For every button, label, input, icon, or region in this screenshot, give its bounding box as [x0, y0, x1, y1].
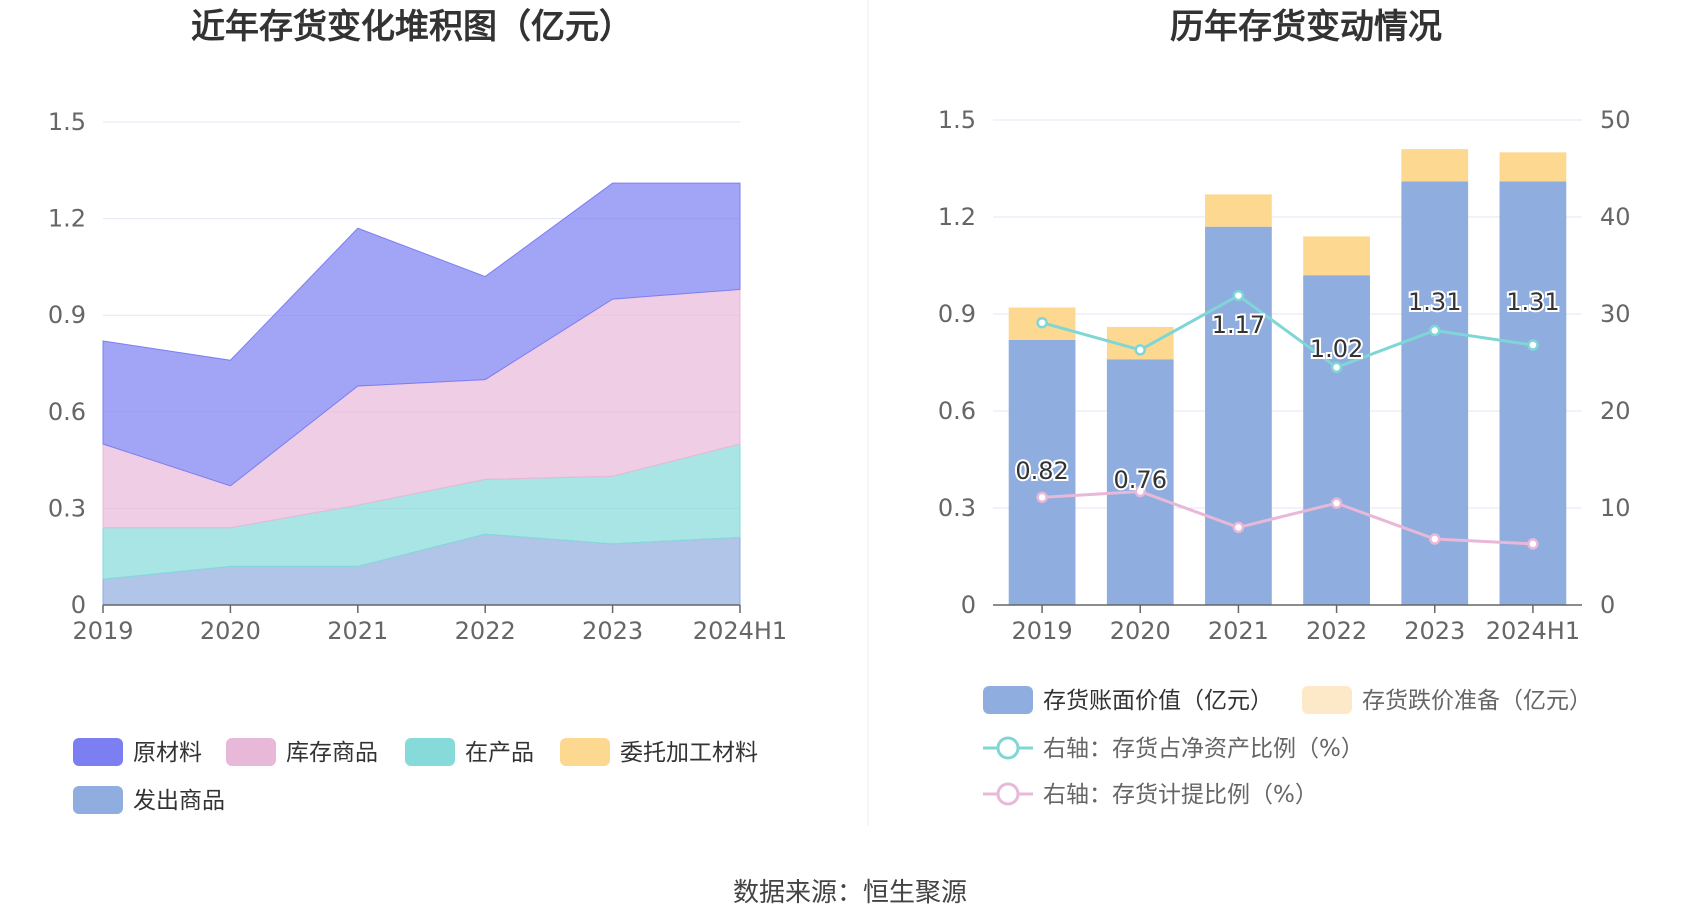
- left-legend-swatch: [73, 738, 123, 766]
- right-chart-title: 历年存货变动情况: [1170, 7, 1442, 47]
- right-line-point: [1134, 485, 1146, 498]
- left-y-tick-label: 0.6: [48, 398, 86, 426]
- left-chart: 近年存货变化堆积图（亿元） 0 0.3 0.6 0.9 1.2 1.5 2019 2020 20…: [48, 7, 787, 814]
- right-bar-value-label: 0.76: [1114, 466, 1167, 494]
- right-bar-存货账面价值（亿元）: [1008, 339, 1076, 605]
- right-legend-swatch: [983, 686, 1033, 714]
- right-y2-tick-label: 30: [1600, 300, 1631, 328]
- right-line-point: [1330, 361, 1343, 374]
- right-bar-value-label: 1.31: [1506, 288, 1559, 316]
- right-chart: 历年存货变动情况 0.82 0.76 1.17 1.02 1.31 1.31 0 0.3 0.…: [938, 7, 1631, 808]
- left-y-tick-label: 0.3: [48, 494, 86, 522]
- right-y-tick-label: 0.6: [938, 397, 976, 425]
- right-bar-存货账面价值（亿元）: [1106, 359, 1174, 605]
- right-y2-tick-label: 20: [1600, 397, 1631, 425]
- right-line-point: [1232, 289, 1245, 302]
- right-bar-存货跌价准备（亿元）: [1205, 194, 1272, 227]
- left-legend-swatch: [73, 786, 123, 814]
- right-x-tick-label: 2022: [1306, 617, 1367, 645]
- right-y2-tick-label: 0: [1600, 591, 1615, 619]
- right-legend: 存货账面价值（亿元） 存货跌价准备（亿元） 右轴：存货占净资产比例（%） 右轴：存货计…: [983, 686, 1592, 808]
- right-x-tick-label: 2024H1: [1486, 617, 1580, 645]
- right-line-point: [1527, 538, 1539, 550]
- right-bar-存货跌价准备（亿元）: [1303, 236, 1370, 276]
- left-y-tick-label: 0.9: [48, 301, 86, 329]
- data-source: 数据来源：恒生聚源: [733, 878, 967, 908]
- right-line-point: [1036, 316, 1048, 329]
- left-legend-swatch: [405, 738, 455, 766]
- right-axes: 0 0.3 0.6 0.9 1.2 1.5 0 10 20 30 40 50 2019 2020 2021 2…: [938, 106, 1631, 645]
- right-bar-存货账面价值（亿元）: [1205, 226, 1272, 605]
- right-y-tick-label: 0.9: [938, 300, 976, 328]
- right-line-series: [1036, 289, 1539, 550]
- left-legend-swatch: [560, 738, 610, 766]
- right-y-tick-label: 0: [961, 591, 976, 619]
- left-axes: 0 0.3 0.6 0.9 1.2 1.5 2019 2020 2021 2022 2023 2024…: [48, 108, 787, 645]
- right-legend-marker: [996, 782, 1020, 806]
- right-y-tick-label: 0.3: [938, 494, 976, 522]
- right-line-point: [1429, 324, 1441, 337]
- left-x-tick-label: 2023: [582, 617, 643, 645]
- right-x-tick-label: 2021: [1208, 617, 1269, 645]
- right-bar-存货跌价准备（亿元）: [1401, 149, 1469, 182]
- left-x-tick-label: 2021: [327, 617, 388, 645]
- right-bar-value-label: 1.17: [1212, 311, 1265, 339]
- right-line-右轴：存货计提比例（%）: [1041, 489, 1533, 546]
- right-bar-value-label: 1.31: [1408, 288, 1461, 316]
- left-y-tick-label: 0: [71, 591, 86, 619]
- left-legend-label: 库存商品: [286, 740, 378, 766]
- right-y2-tick-label: 10: [1600, 494, 1631, 522]
- left-y-tick-label: 1.5: [48, 108, 86, 136]
- right-bar-value-label: 0.82: [1015, 457, 1068, 485]
- right-line-point: [1036, 491, 1048, 504]
- right-bar-存货账面价值（亿元）: [1303, 275, 1370, 605]
- right-line-point: [1429, 533, 1441, 545]
- right-legend-label: 存货跌价准备（亿元）: [1362, 688, 1592, 714]
- left-x-tick-label: 2020: [200, 617, 261, 645]
- left-legend-label: 原材料: [133, 740, 202, 766]
- left-stacked-areas: [102, 182, 741, 606]
- right-legend-swatch: [1302, 686, 1352, 714]
- left-x-tick-label: 2019: [72, 617, 133, 645]
- right-bar-value-label: 1.02: [1310, 335, 1363, 363]
- right-legend-label: 右轴：存货计提比例（%）: [1043, 782, 1318, 808]
- right-bar-存货跌价准备（亿元）: [1499, 152, 1567, 182]
- right-y2-tick-label: 40: [1600, 203, 1631, 231]
- right-y2-tick-label: 50: [1600, 106, 1631, 134]
- right-line-point: [1134, 344, 1146, 356]
- right-legend-marker: [996, 736, 1020, 760]
- right-line-右轴：存货占净资产比例（%）: [1041, 293, 1534, 370]
- right-line-point: [1527, 339, 1539, 351]
- right-y-tick-label: 1.5: [938, 106, 976, 134]
- right-stacked-bars: [1008, 149, 1567, 605]
- left-area-原材料: [102, 182, 741, 487]
- right-bar-labels: 0.82 0.76 1.17 1.02 1.31 1.31: [1013, 286, 1561, 496]
- left-chart-title: 近年存货变化堆积图（亿元）: [191, 7, 633, 47]
- left-legend-label: 在产品: [465, 740, 534, 766]
- left-legend-swatch: [226, 738, 276, 766]
- left-legend-label: 委托加工材料: [620, 740, 758, 766]
- left-y-tick-label: 1.2: [48, 205, 86, 233]
- right-legend-label: 存货账面价值（亿元）: [1043, 688, 1273, 714]
- right-line-point: [1330, 497, 1343, 509]
- left-x-tick-label: 2024H1: [693, 617, 787, 645]
- right-x-tick-label: 2020: [1110, 617, 1171, 645]
- right-legend-label: 右轴：存货占净资产比例（%）: [1043, 736, 1364, 762]
- right-line-point: [1232, 521, 1245, 534]
- right-x-tick-label: 2023: [1404, 617, 1465, 645]
- left-legend-label: 发出商品: [133, 788, 225, 814]
- right-x-tick-label: 2019: [1012, 617, 1073, 645]
- right-y-tick-label: 1.2: [938, 203, 976, 231]
- left-x-tick-label: 2022: [455, 617, 516, 645]
- right-bar-存货账面价值（亿元）: [1499, 181, 1567, 605]
- right-gridlines: [993, 119, 1582, 509]
